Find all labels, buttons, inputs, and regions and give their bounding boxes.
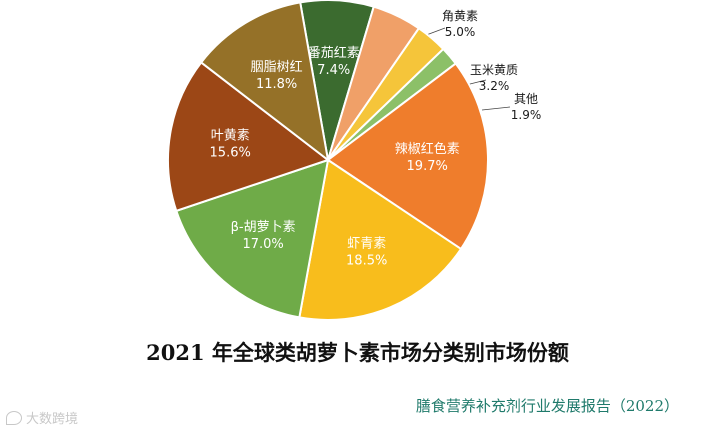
slice-value-label: 17.0% [242, 237, 283, 252]
slice-name-label: 胭脂树红 [251, 59, 303, 75]
leader-line [481, 106, 511, 111]
slice-name-label: 番茄红素 [308, 45, 360, 61]
watermark: 大数跨境 [6, 408, 78, 427]
slice-value-label: 18.5% [346, 253, 387, 268]
slice-name-label: 虾青素 [347, 236, 386, 251]
slice-name-label: 叶黄素 [211, 129, 250, 144]
pie-slice [175, 158, 330, 319]
source-note: 膳食营养补充剂行业发展报告（2022） [415, 397, 679, 415]
slice-value-label: 19.7% [407, 159, 448, 174]
watermark-text: 大数跨境 [26, 412, 79, 427]
slice-value-label: 7.4% [317, 63, 350, 78]
slice-value-label: 5.0% [445, 25, 476, 39]
watermark-logo-icon [6, 410, 22, 425]
slice-value-label: 3.2% [479, 79, 510, 93]
slice-name-label: β-胡萝卜素 [231, 220, 296, 235]
pie-slice [199, 1, 330, 163]
slice-name-label: 辣椒红色素 [395, 141, 460, 157]
pie-slice [326, 62, 490, 251]
slice-name-label: 其他 [514, 92, 538, 106]
slice-name-label: 玉米黄质 [470, 63, 518, 77]
slice-value-label: 1.9% [511, 108, 542, 122]
pie-slice [298, 158, 463, 321]
chart-title: 2021 年全球类胡萝卜素市场分类别市场份额 [146, 340, 569, 365]
slice-value-label: 15.6% [210, 146, 251, 161]
slice-value-label: 11.8% [256, 77, 297, 92]
slice-name-label: 角黄素 [442, 9, 478, 23]
pie-slice [166, 61, 331, 213]
